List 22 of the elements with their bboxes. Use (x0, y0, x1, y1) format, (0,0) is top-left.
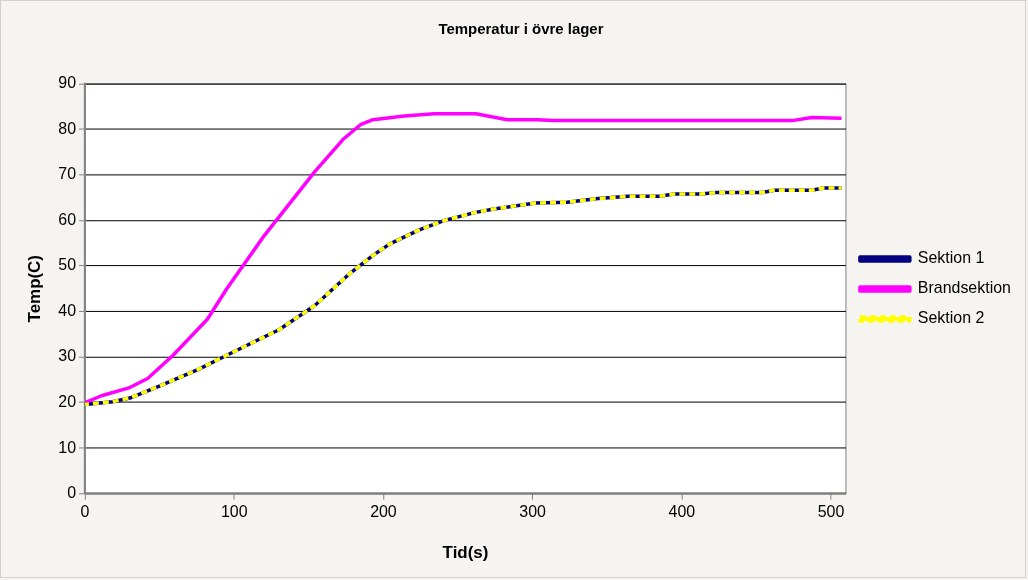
y-tick-label: 0 (67, 484, 77, 502)
y-tick-label: 70 (58, 165, 77, 183)
y-tick-label: 20 (58, 392, 77, 410)
y-tick-label: 80 (58, 119, 77, 137)
legend-label: Sektion 2 (917, 309, 985, 327)
x-tick-label: 300 (519, 502, 547, 520)
y-tick-label: 30 (58, 347, 77, 365)
x-axis-title: Tid(s) (442, 542, 489, 562)
y-tick-label: 60 (58, 210, 77, 228)
x-tick-label: 500 (817, 502, 845, 520)
chart-title: Temperatur i övre lager (438, 20, 604, 38)
y-axis-title: Temp(C) (24, 255, 44, 323)
legend-label: Brandsektion (917, 279, 1011, 297)
y-tick-label: 10 (58, 438, 77, 456)
x-tick-label: 200 (370, 502, 397, 520)
y-tick-label: 90 (58, 74, 77, 92)
legend-label: Sektion 1 (917, 249, 985, 267)
y-tick-label: 50 (58, 256, 77, 274)
x-tick-label: 100 (220, 502, 248, 520)
x-tick-label: 0 (80, 502, 90, 520)
x-tick-label: 400 (668, 502, 696, 520)
y-tick-label: 40 (58, 301, 77, 319)
